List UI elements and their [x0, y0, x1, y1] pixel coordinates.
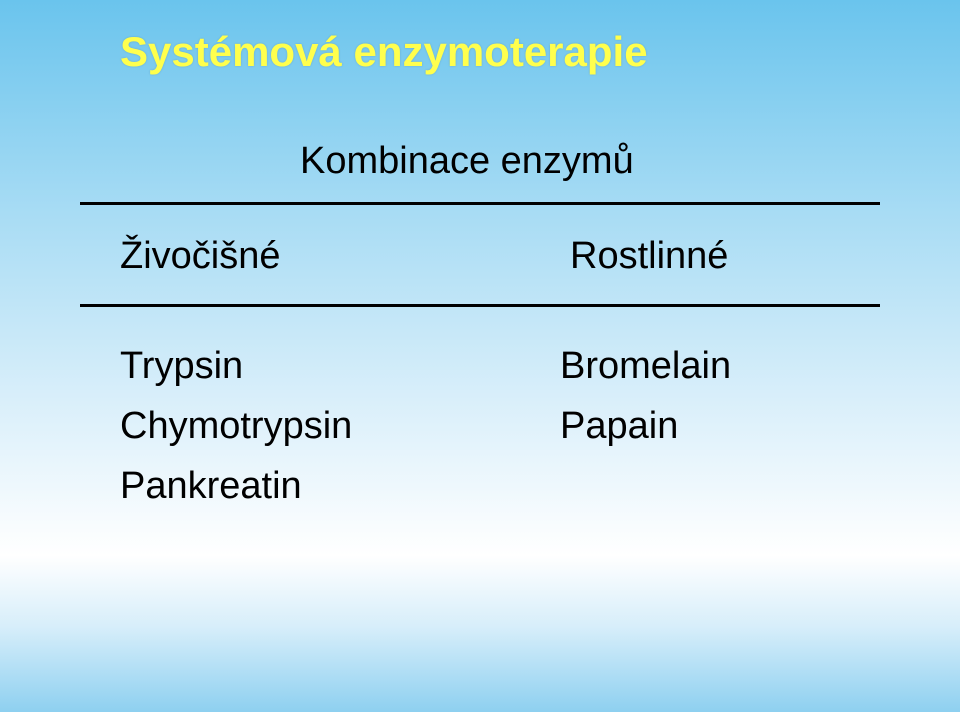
list-item: Bromelain	[560, 345, 731, 388]
list-item: Trypsin	[120, 345, 243, 388]
column-header-right: Rostlinné	[570, 235, 728, 278]
list-item: Pankreatin	[120, 465, 302, 508]
slide-title: Systémová enzymoterapie	[120, 28, 648, 76]
divider-top	[80, 202, 880, 205]
list-item: Papain	[560, 405, 678, 448]
list-item: Chymotrypsin	[120, 405, 352, 448]
slide-subtitle: Kombinace enzymů	[300, 140, 634, 183]
divider-bottom	[80, 304, 880, 307]
column-header-left: Živočišné	[120, 235, 281, 278]
